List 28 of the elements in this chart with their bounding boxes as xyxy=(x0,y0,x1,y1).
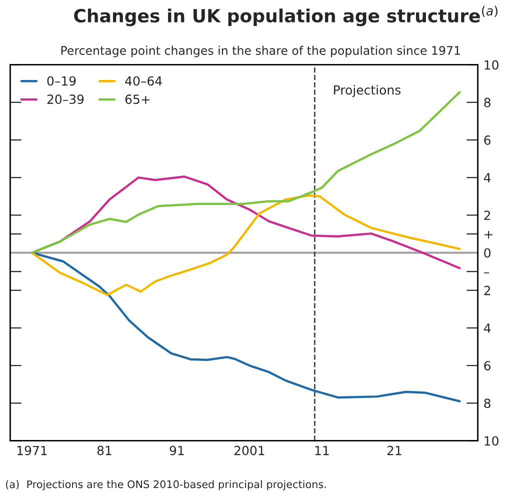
x-tick-label: 81 xyxy=(97,446,112,456)
x-tick-label: 1971 xyxy=(17,446,47,456)
y-tick-label: 10 xyxy=(484,436,498,446)
y-tick-label: 2 xyxy=(484,286,490,296)
y-tick-label: 4 xyxy=(484,324,491,333)
legend-label: 40–64 xyxy=(125,76,162,86)
line-series xyxy=(30,194,461,296)
chart-subtitle: Percentage point changes in the share of the population since 1971 xyxy=(61,46,460,58)
y-tick-label: + xyxy=(484,230,492,239)
x-tick-label: 91 xyxy=(170,446,184,456)
chart-title: Changes in UK population age structure$^{(a)}$ xyxy=(74,6,498,26)
legend-label: 65+ xyxy=(125,94,150,104)
x-tick-label: 11 xyxy=(315,446,329,456)
legend-label: 20–39 xyxy=(47,94,84,104)
y-tick-label: 10 xyxy=(484,60,498,70)
ref-line-label: Projections xyxy=(334,85,401,98)
y-tick-label: – xyxy=(484,272,489,274)
x-tick-label: 2001 xyxy=(234,446,264,456)
y-tick-label: 0 xyxy=(484,248,490,258)
y-tick-label: 2 xyxy=(484,210,490,220)
y-tick-label: 8 xyxy=(484,98,490,108)
legend-label: 0–19 xyxy=(47,76,76,86)
text: (a) Projections are the ONS 2010-based principal projections. xyxy=(6,480,326,490)
x-tick-label: 21 xyxy=(387,446,402,456)
y-tick-label: 4 xyxy=(484,173,491,182)
y-tick-label: 8 xyxy=(484,398,490,408)
y-tick-label: 6 xyxy=(484,361,491,370)
y-tick-label: 6 xyxy=(484,135,491,145)
